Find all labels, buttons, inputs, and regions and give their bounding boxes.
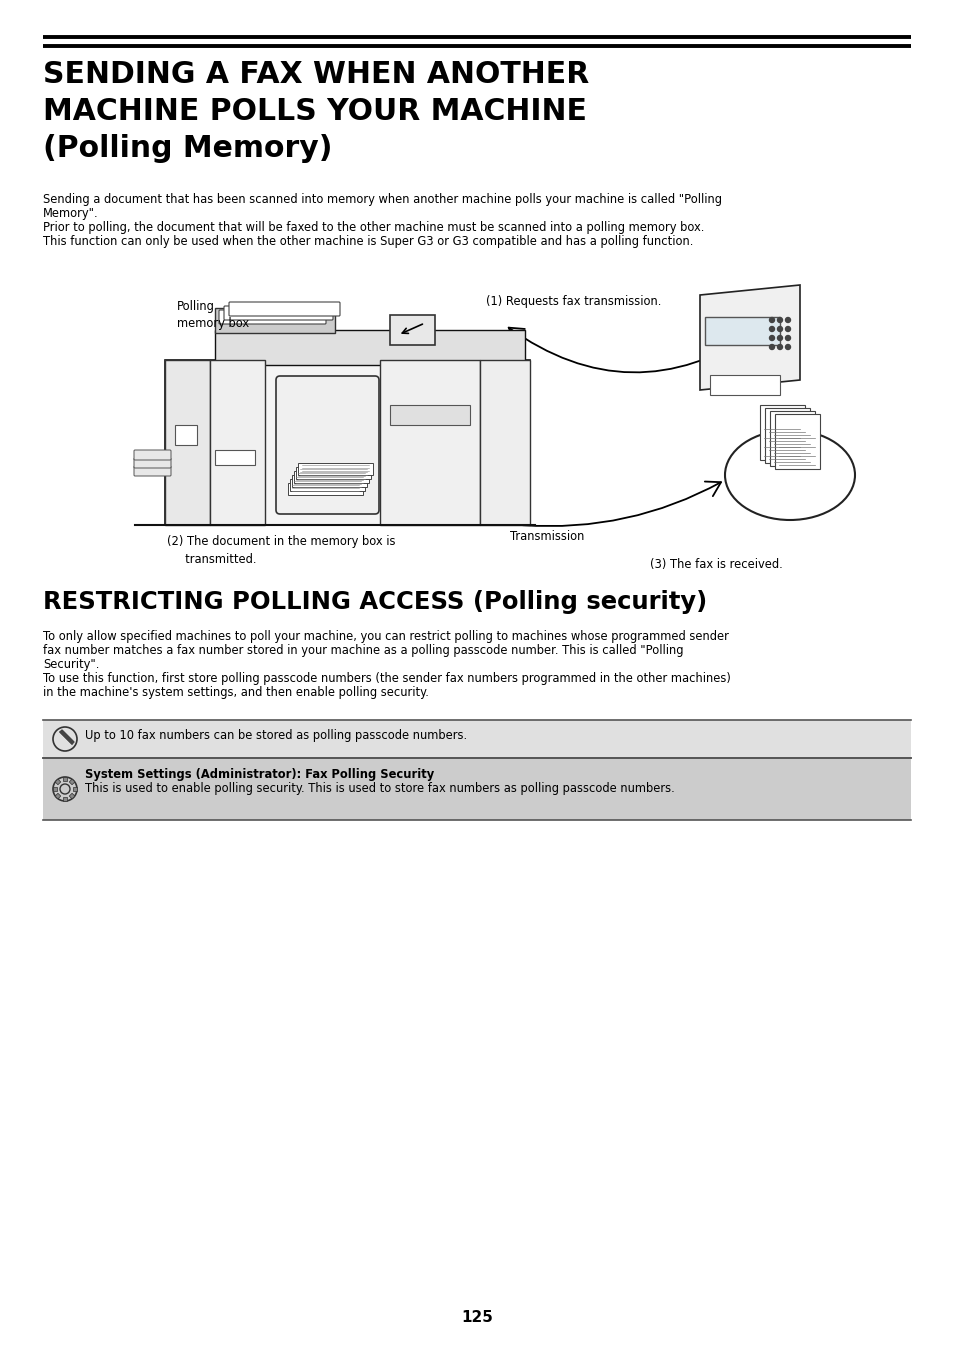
Circle shape — [784, 327, 790, 331]
Bar — [214, 450, 254, 465]
FancyBboxPatch shape — [133, 466, 171, 476]
Bar — [174, 426, 196, 444]
Bar — [297, 463, 373, 476]
Bar — [210, 359, 265, 526]
Text: Sending a document that has been scanned into memory when another machine polls : Sending a document that has been scanned… — [43, 193, 721, 205]
Text: fax number matches a fax number stored in your machine as a polling passcode num: fax number matches a fax number stored i… — [43, 644, 682, 657]
Bar — [214, 330, 524, 365]
Bar — [55, 780, 61, 785]
Circle shape — [784, 345, 790, 350]
Bar — [760, 405, 804, 459]
Bar — [292, 476, 367, 486]
Bar — [774, 413, 820, 469]
Text: Polling
memory box: Polling memory box — [177, 300, 249, 330]
Text: RESTRICTING POLLING ACCESS (Polling security): RESTRICTING POLLING ACCESS (Polling secu… — [43, 590, 706, 613]
Circle shape — [769, 335, 774, 340]
Text: 125: 125 — [460, 1310, 493, 1325]
Bar — [390, 405, 470, 426]
Bar — [70, 793, 75, 798]
FancyBboxPatch shape — [133, 450, 171, 459]
Bar — [479, 359, 530, 526]
Text: To use this function, first store polling passcode numbers (the sender fax numbe: To use this function, first store pollin… — [43, 671, 730, 685]
Circle shape — [777, 327, 781, 331]
Bar — [379, 359, 479, 526]
Text: (2) The document in the memory box is
     transmitted.: (2) The document in the memory box is tr… — [167, 535, 395, 566]
Bar — [43, 758, 910, 820]
Bar — [63, 777, 67, 781]
Bar — [214, 308, 335, 332]
Circle shape — [784, 317, 790, 323]
Bar — [70, 780, 75, 785]
Text: (3) The fax is received.: (3) The fax is received. — [649, 558, 781, 571]
FancyBboxPatch shape — [229, 303, 339, 316]
Ellipse shape — [724, 430, 854, 520]
Bar — [55, 793, 61, 798]
Circle shape — [60, 784, 70, 794]
Polygon shape — [700, 285, 800, 390]
Text: (Polling Memory): (Polling Memory) — [43, 134, 333, 163]
Bar — [165, 359, 210, 526]
FancyArrowPatch shape — [522, 481, 720, 526]
Bar — [294, 471, 369, 484]
Circle shape — [777, 317, 781, 323]
FancyArrowPatch shape — [508, 328, 757, 373]
Bar — [704, 317, 780, 345]
Bar — [295, 467, 371, 480]
Bar — [73, 788, 77, 790]
Text: This function can only be used when the other machine is Super G3 or G3 compatib: This function can only be used when the … — [43, 235, 693, 249]
FancyBboxPatch shape — [275, 376, 378, 513]
Bar — [43, 720, 910, 758]
Polygon shape — [60, 730, 74, 744]
Text: Up to 10 fax numbers can be stored as polling passcode numbers.: Up to 10 fax numbers can be stored as po… — [85, 730, 467, 742]
Circle shape — [769, 345, 774, 350]
Text: To only allow specified machines to poll your machine, you can restrict polling : To only allow specified machines to poll… — [43, 630, 728, 643]
Text: MACHINE POLLS YOUR MACHINE: MACHINE POLLS YOUR MACHINE — [43, 97, 586, 126]
Bar — [769, 411, 814, 466]
Text: SENDING A FAX WHEN ANOTHER: SENDING A FAX WHEN ANOTHER — [43, 59, 589, 89]
Text: System Settings (Administrator): Fax Polling Security: System Settings (Administrator): Fax Pol… — [85, 767, 434, 781]
FancyBboxPatch shape — [224, 305, 333, 320]
Circle shape — [777, 335, 781, 340]
Bar — [165, 359, 530, 526]
Circle shape — [769, 327, 774, 331]
Circle shape — [53, 727, 77, 751]
Bar — [290, 480, 365, 490]
Bar — [288, 484, 363, 494]
Circle shape — [769, 317, 774, 323]
Bar — [53, 788, 57, 790]
Circle shape — [784, 335, 790, 340]
FancyBboxPatch shape — [133, 458, 171, 467]
Text: Transmission: Transmission — [510, 530, 584, 543]
Bar — [63, 797, 67, 801]
Text: Prior to polling, the document that will be faxed to the other machine must be s: Prior to polling, the document that will… — [43, 222, 703, 234]
Circle shape — [53, 777, 77, 801]
Text: Security".: Security". — [43, 658, 99, 671]
Circle shape — [777, 345, 781, 350]
Bar — [764, 408, 809, 463]
Bar — [390, 315, 435, 345]
Text: (1) Requests fax transmission.: (1) Requests fax transmission. — [485, 295, 660, 308]
Text: in the machine's system settings, and then enable polling security.: in the machine's system settings, and th… — [43, 686, 429, 698]
Text: This is used to enable polling security. This is used to store fax numbers as po: This is used to enable polling security.… — [85, 782, 674, 794]
FancyBboxPatch shape — [219, 309, 326, 324]
Text: Memory".: Memory". — [43, 207, 98, 220]
Bar — [709, 376, 780, 394]
